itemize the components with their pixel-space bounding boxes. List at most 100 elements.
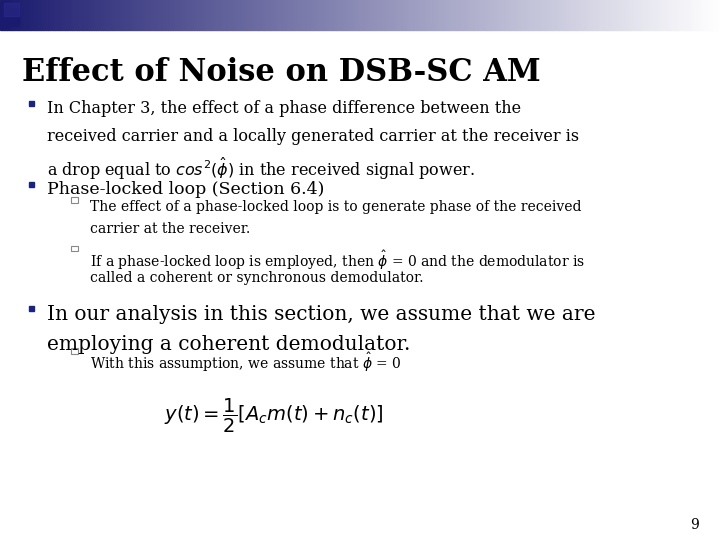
Bar: [194, 0, 197, 30]
Bar: [9, 0, 12, 30]
Bar: [110, 0, 113, 30]
Bar: [495, 0, 497, 30]
Bar: [276, 0, 279, 30]
Bar: [163, 0, 166, 30]
Bar: [295, 0, 297, 30]
Bar: [600, 0, 603, 30]
Bar: [511, 0, 513, 30]
Bar: [415, 0, 418, 30]
Bar: [473, 0, 475, 30]
Bar: [528, 0, 531, 30]
Bar: [261, 0, 264, 30]
Bar: [0, 0, 2, 30]
Bar: [396, 0, 398, 30]
Bar: [405, 0, 408, 30]
Bar: [19, 0, 22, 30]
Bar: [403, 0, 405, 30]
Bar: [324, 0, 326, 30]
Bar: [711, 0, 713, 30]
Bar: [703, 0, 706, 30]
Bar: [135, 0, 137, 30]
Bar: [99, 0, 101, 30]
Bar: [698, 0, 701, 30]
Bar: [588, 0, 590, 30]
Bar: [45, 0, 48, 30]
Bar: [521, 0, 523, 30]
Bar: [523, 0, 526, 30]
Bar: [389, 0, 391, 30]
Bar: [590, 0, 593, 30]
Bar: [84, 0, 86, 30]
Bar: [153, 0, 156, 30]
Bar: [554, 0, 557, 30]
Bar: [437, 0, 439, 30]
Bar: [50, 0, 53, 30]
Bar: [636, 0, 639, 30]
Bar: [531, 0, 533, 30]
Bar: [518, 0, 521, 30]
Bar: [461, 0, 463, 30]
Bar: [24, 0, 27, 30]
Bar: [202, 0, 204, 30]
Bar: [250, 0, 252, 30]
Bar: [559, 0, 562, 30]
Bar: [607, 0, 610, 30]
Bar: [146, 0, 149, 30]
Bar: [132, 0, 135, 30]
Bar: [259, 0, 261, 30]
Bar: [79, 0, 81, 30]
Text: If a phase-locked loop is employed, then $\hat{\phi}$ = 0 and the demodulator is: If a phase-locked loop is employed, then…: [90, 248, 585, 272]
Bar: [682, 0, 684, 30]
Bar: [603, 0, 605, 30]
Text: received carrier and a locally generated carrier at the receiver is: received carrier and a locally generated…: [47, 128, 579, 145]
Bar: [12, 0, 14, 30]
Bar: [569, 0, 571, 30]
Bar: [27, 0, 29, 30]
Bar: [408, 0, 410, 30]
Bar: [684, 0, 686, 30]
Bar: [646, 0, 648, 30]
Bar: [715, 0, 718, 30]
Bar: [410, 0, 413, 30]
Bar: [106, 0, 108, 30]
Bar: [540, 0, 542, 30]
Bar: [617, 0, 619, 30]
Bar: [492, 0, 495, 30]
Bar: [621, 0, 624, 30]
Bar: [58, 0, 60, 30]
Bar: [506, 0, 509, 30]
Bar: [117, 0, 120, 30]
Bar: [53, 0, 55, 30]
Bar: [686, 0, 689, 30]
Bar: [288, 0, 290, 30]
Bar: [427, 0, 430, 30]
Bar: [439, 0, 441, 30]
Bar: [583, 0, 585, 30]
Bar: [351, 0, 353, 30]
Bar: [247, 0, 250, 30]
Bar: [307, 0, 310, 30]
Bar: [585, 0, 588, 30]
Bar: [166, 0, 168, 30]
Bar: [38, 0, 41, 30]
Bar: [65, 0, 67, 30]
Bar: [713, 0, 715, 30]
Bar: [655, 0, 657, 30]
Bar: [509, 0, 511, 30]
Bar: [312, 0, 315, 30]
Bar: [63, 0, 65, 30]
Bar: [31, 0, 34, 30]
Bar: [533, 0, 535, 30]
Bar: [14, 0, 17, 30]
Text: Phase-locked loop (Section 6.4): Phase-locked loop (Section 6.4): [47, 181, 324, 198]
Bar: [552, 0, 554, 30]
Bar: [36, 0, 38, 30]
Bar: [348, 0, 351, 30]
Bar: [549, 0, 552, 30]
Bar: [171, 0, 173, 30]
Bar: [672, 0, 675, 30]
Bar: [547, 0, 549, 30]
Bar: [297, 0, 300, 30]
Bar: [245, 0, 247, 30]
Bar: [542, 0, 545, 30]
